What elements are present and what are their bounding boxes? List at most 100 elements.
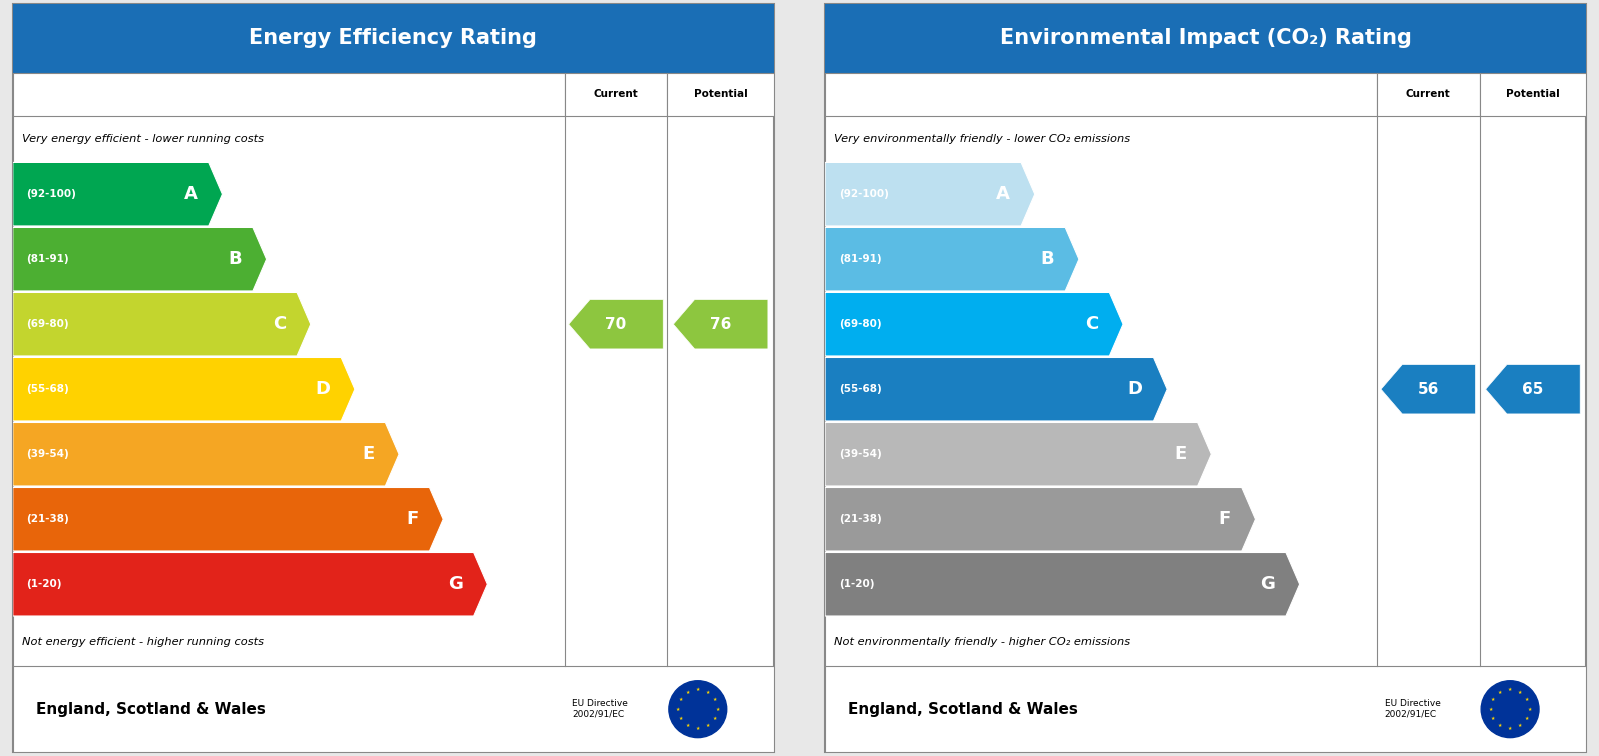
Text: ★: ★ bbox=[678, 717, 683, 721]
Text: (81-91): (81-91) bbox=[27, 254, 69, 264]
Text: D: D bbox=[315, 380, 331, 398]
Text: Very environmentally friendly - lower CO₂ emissions: Very environmentally friendly - lower CO… bbox=[835, 135, 1130, 144]
Text: Not energy efficient - higher running costs: Not energy efficient - higher running co… bbox=[22, 637, 264, 647]
Text: A: A bbox=[184, 185, 198, 203]
Text: ★: ★ bbox=[715, 707, 720, 711]
Text: F: F bbox=[406, 510, 419, 528]
Text: (21-38): (21-38) bbox=[839, 514, 881, 524]
Text: ★: ★ bbox=[1525, 697, 1529, 702]
Polygon shape bbox=[13, 553, 488, 616]
Text: (1-20): (1-20) bbox=[839, 579, 875, 589]
Polygon shape bbox=[13, 163, 222, 226]
Bar bbox=[1377, 73, 1479, 116]
Text: (55-68): (55-68) bbox=[839, 384, 881, 394]
Bar bbox=[825, 73, 1377, 116]
Text: ★: ★ bbox=[705, 690, 710, 695]
Text: G: G bbox=[448, 575, 462, 593]
Text: England, Scotland & Wales: England, Scotland & Wales bbox=[35, 702, 265, 717]
Text: Energy Efficiency Rating: Energy Efficiency Rating bbox=[249, 28, 537, 48]
Text: Potential: Potential bbox=[1506, 89, 1559, 99]
Circle shape bbox=[1481, 680, 1538, 738]
Text: ★: ★ bbox=[678, 697, 683, 702]
Text: D: D bbox=[1127, 380, 1143, 398]
Text: ★: ★ bbox=[1508, 726, 1513, 731]
Text: A: A bbox=[996, 185, 1011, 203]
Polygon shape bbox=[569, 299, 664, 349]
Text: ★: ★ bbox=[1517, 723, 1522, 729]
Bar bbox=[825, 666, 1586, 752]
Bar bbox=[1479, 73, 1586, 116]
Text: ★: ★ bbox=[1490, 717, 1495, 721]
Bar bbox=[13, 666, 774, 752]
Polygon shape bbox=[825, 358, 1167, 421]
Circle shape bbox=[668, 680, 726, 738]
Polygon shape bbox=[673, 299, 768, 349]
Text: 56: 56 bbox=[1418, 382, 1439, 397]
Text: Potential: Potential bbox=[694, 89, 747, 99]
Polygon shape bbox=[13, 488, 443, 551]
Polygon shape bbox=[825, 423, 1212, 486]
Text: (81-91): (81-91) bbox=[839, 254, 881, 264]
Text: Very energy efficient - lower running costs: Very energy efficient - lower running co… bbox=[22, 135, 264, 144]
Polygon shape bbox=[1382, 364, 1476, 414]
Bar bbox=[667, 73, 774, 116]
Text: ★: ★ bbox=[713, 697, 716, 702]
Text: 70: 70 bbox=[606, 317, 627, 332]
Polygon shape bbox=[825, 553, 1300, 616]
Text: Environmental Impact (CO₂) Rating: Environmental Impact (CO₂) Rating bbox=[999, 28, 1412, 48]
Text: ★: ★ bbox=[676, 707, 680, 711]
Polygon shape bbox=[825, 488, 1255, 551]
Text: B: B bbox=[229, 250, 241, 268]
Text: ★: ★ bbox=[705, 723, 710, 729]
Text: (69-80): (69-80) bbox=[27, 319, 69, 329]
Text: England, Scotland & Wales: England, Scotland & Wales bbox=[847, 702, 1078, 717]
Text: (92-100): (92-100) bbox=[839, 189, 889, 199]
Text: ★: ★ bbox=[1517, 690, 1522, 695]
Polygon shape bbox=[1485, 364, 1580, 414]
Polygon shape bbox=[13, 358, 355, 421]
Bar bbox=[13, 73, 564, 116]
Bar bbox=[13, 4, 774, 73]
Text: ★: ★ bbox=[1498, 690, 1503, 695]
Text: (39-54): (39-54) bbox=[27, 449, 69, 459]
Polygon shape bbox=[13, 228, 267, 291]
Text: ★: ★ bbox=[1489, 707, 1492, 711]
Text: ★: ★ bbox=[686, 723, 691, 729]
Text: (39-54): (39-54) bbox=[839, 449, 881, 459]
Text: ★: ★ bbox=[1490, 697, 1495, 702]
Polygon shape bbox=[13, 423, 400, 486]
Text: (69-80): (69-80) bbox=[839, 319, 881, 329]
Text: (21-38): (21-38) bbox=[27, 514, 69, 524]
Text: E: E bbox=[1174, 445, 1186, 463]
Text: Current: Current bbox=[1406, 89, 1450, 99]
Text: ★: ★ bbox=[686, 690, 691, 695]
Text: F: F bbox=[1218, 510, 1231, 528]
Text: 65: 65 bbox=[1522, 382, 1543, 397]
Text: ★: ★ bbox=[713, 717, 716, 721]
Text: ★: ★ bbox=[1527, 707, 1532, 711]
Text: E: E bbox=[361, 445, 374, 463]
Text: ★: ★ bbox=[1498, 723, 1503, 729]
Text: ★: ★ bbox=[1525, 717, 1529, 721]
Text: C: C bbox=[1086, 315, 1099, 333]
Polygon shape bbox=[825, 163, 1035, 226]
Text: ★: ★ bbox=[696, 726, 700, 731]
Text: ★: ★ bbox=[696, 687, 700, 692]
Text: EU Directive
2002/91/EC: EU Directive 2002/91/EC bbox=[572, 699, 628, 719]
Text: C: C bbox=[273, 315, 286, 333]
Text: G: G bbox=[1260, 575, 1274, 593]
Text: ★: ★ bbox=[1508, 687, 1513, 692]
Text: 76: 76 bbox=[710, 317, 731, 332]
Text: (55-68): (55-68) bbox=[27, 384, 69, 394]
Polygon shape bbox=[825, 293, 1122, 356]
Text: B: B bbox=[1041, 250, 1054, 268]
Bar bbox=[825, 4, 1586, 73]
Text: Not environmentally friendly - higher CO₂ emissions: Not environmentally friendly - higher CO… bbox=[835, 637, 1130, 647]
Bar bbox=[564, 73, 667, 116]
Polygon shape bbox=[825, 228, 1079, 291]
Text: (1-20): (1-20) bbox=[27, 579, 62, 589]
Text: EU Directive
2002/91/EC: EU Directive 2002/91/EC bbox=[1385, 699, 1441, 719]
Polygon shape bbox=[13, 293, 310, 356]
Text: Current: Current bbox=[593, 89, 638, 99]
Text: (92-100): (92-100) bbox=[27, 189, 77, 199]
